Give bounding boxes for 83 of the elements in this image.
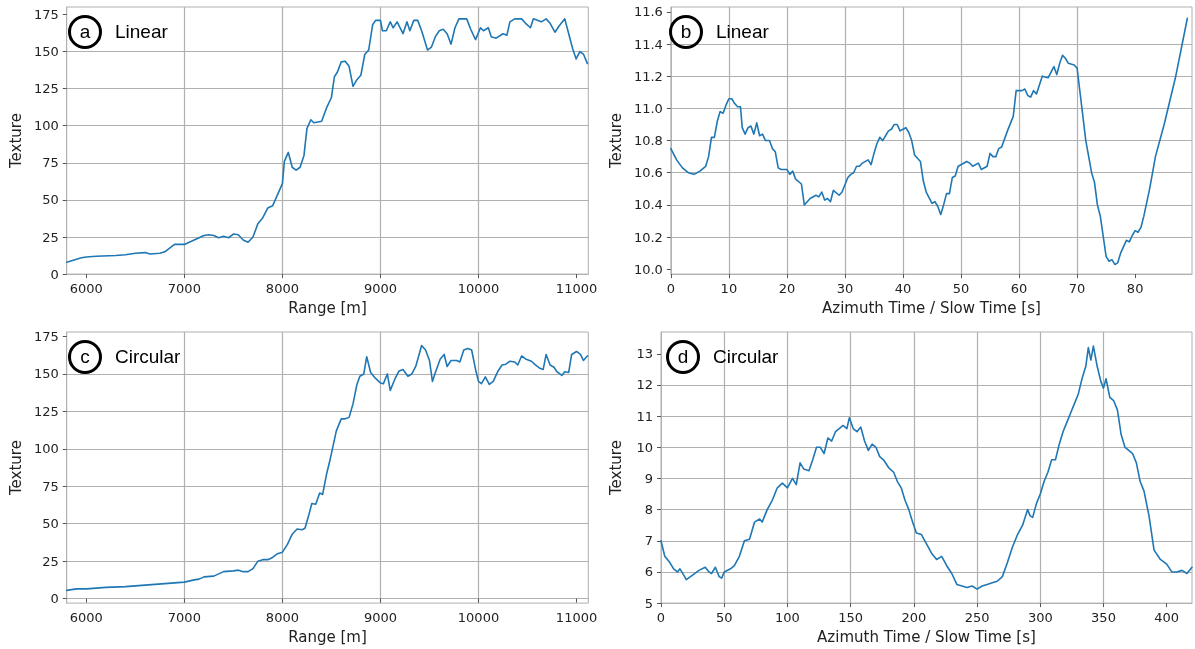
x-tick-label: 8000: [265, 610, 299, 626]
y-tick-label: 150: [33, 366, 59, 382]
annotation: b: [680, 21, 692, 42]
y-axis-title: Texture: [6, 113, 25, 170]
annotation: Circular: [713, 346, 779, 368]
annotation: a: [79, 21, 91, 42]
x-tick-label: 10000: [457, 281, 500, 297]
x-tick-label: 250: [964, 610, 990, 626]
x-tick-label: 50: [952, 281, 970, 297]
y-tick-label: 11: [636, 408, 653, 424]
x-tick-label: 150: [838, 610, 864, 626]
y-tick-label: 13: [636, 346, 653, 362]
x-tick-label: 10: [720, 281, 738, 297]
annotation: Circular: [115, 346, 181, 368]
line-series: [65, 18, 589, 264]
x-tick-label: 100: [775, 610, 800, 626]
x-tick-label: 9000: [363, 610, 397, 626]
y-tick-label: 125: [33, 403, 59, 419]
x-tick-label: 40: [894, 281, 912, 297]
x-tick-label: 0: [666, 281, 675, 297]
y-axis-title: Texture: [6, 440, 25, 497]
y-tick-label: 10: [636, 439, 653, 455]
y-tick-label: 150: [33, 44, 59, 60]
annotation: Linear: [115, 21, 168, 43]
annotation: d: [677, 346, 689, 367]
x-tick-label: 50: [715, 610, 733, 626]
y-tick-label: 11.2: [633, 68, 663, 84]
x-tick-label: 70: [1068, 281, 1086, 297]
x-tick-label: 6000: [69, 610, 103, 626]
x-tick-label: 350: [1091, 610, 1116, 626]
y-tick-label: 10.6: [633, 165, 663, 181]
y-tick-label: 100: [33, 441, 59, 457]
y-tick-label: 9: [644, 470, 653, 486]
annotation: c: [80, 346, 90, 367]
x-tick-label: 30: [836, 281, 854, 297]
y-tick-label: 12: [636, 377, 653, 393]
x-tick-label: 7000: [167, 610, 201, 626]
x-tick-label: 60: [1010, 281, 1028, 297]
y-tick-label: 175: [33, 328, 59, 344]
y-tick-label: 5: [644, 595, 653, 611]
y-tick-label: 75: [42, 478, 59, 494]
y-axis-title: Texture: [606, 113, 625, 170]
x-tick-label: 20: [778, 281, 796, 297]
x-tick-label: 7000: [167, 281, 201, 297]
y-tick-label: 75: [42, 155, 59, 171]
y-tick-label: 100: [33, 118, 59, 134]
y-tick-label: 11.0: [633, 100, 663, 116]
y-tick-label: 25: [42, 553, 59, 569]
y-tick-label: 10.2: [633, 229, 663, 245]
x-tick-label: 11000: [555, 610, 598, 626]
x-axis-title: Range [m]: [288, 298, 367, 317]
x-tick-label: 11000: [555, 281, 598, 297]
line-series: [670, 17, 1189, 266]
y-tick-label: 0: [50, 591, 59, 607]
x-tick-label: 80: [1126, 281, 1144, 297]
y-tick-label: 8: [644, 502, 653, 518]
y-tick-label: 7: [644, 533, 653, 549]
y-tick-label: 125: [33, 81, 59, 97]
x-axis-title: Azimuth Time / Slow Time [s]: [817, 627, 1036, 646]
y-tick-label: 11.6: [633, 4, 663, 20]
y-tick-label: 50: [42, 516, 59, 532]
x-tick-label: 400: [1154, 610, 1180, 626]
y-tick-label: 25: [42, 229, 59, 245]
line-series: [660, 345, 1193, 590]
y-tick-label: 10.4: [633, 197, 663, 213]
y-tick-label: 10.8: [633, 133, 663, 149]
x-axis-title: Range [m]: [288, 627, 367, 646]
x-tick-label: 300: [1027, 610, 1053, 626]
y-tick-label: 50: [42, 192, 59, 208]
x-axis-title: Azimuth Time / Slow Time [s]: [822, 298, 1041, 317]
y-tick-label: 6: [644, 564, 653, 580]
y-axis-title: Texture: [606, 440, 625, 497]
y-tick-label: 11.4: [633, 36, 663, 52]
y-tick-label: 10.0: [633, 261, 663, 277]
y-tick-label: 0: [50, 266, 59, 282]
x-tick-label: 10000: [457, 610, 500, 626]
x-tick-label: 9000: [363, 281, 397, 297]
line-series: [65, 344, 589, 592]
x-tick-label: 200: [901, 610, 927, 626]
y-tick-label: 175: [33, 6, 59, 22]
annotation: Linear: [716, 21, 769, 43]
x-tick-label: 8000: [265, 281, 299, 297]
x-tick-label: 6000: [69, 281, 103, 297]
